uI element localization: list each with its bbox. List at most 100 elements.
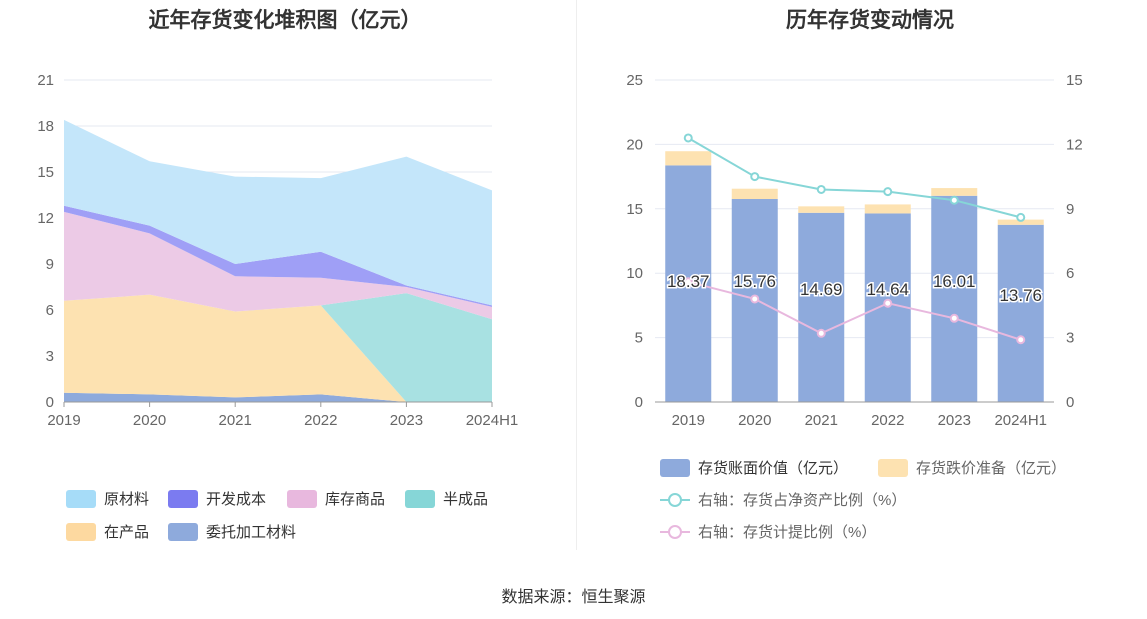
area-series — [64, 119, 492, 306]
line-point — [816, 184, 826, 194]
bar-value-label: 14.64 — [866, 280, 909, 299]
x-tick-label: 2019 — [47, 412, 80, 429]
bar-value-label: 14.69 — [800, 280, 843, 299]
legend-item-provision-ratio[interactable]: 右轴：存货计提比例（%） — [660, 521, 876, 542]
bar-impairment — [731, 188, 778, 200]
y-left-tick-label: 0 — [635, 394, 643, 411]
y-tick-label: 6 — [46, 302, 54, 319]
area-series — [64, 294, 492, 402]
y-left-tick-label: 5 — [635, 330, 643, 347]
line-point — [683, 277, 693, 287]
x-tick-label: 2024H1 — [994, 412, 1047, 429]
x-tick-label: 2021 — [805, 412, 838, 429]
legend-item-book-value[interactable]: 存货账面价值（亿元） — [660, 457, 848, 478]
line-point — [1016, 335, 1026, 345]
legend-item-wip[interactable]: 在产品 — [66, 521, 149, 542]
y-left-tick-label: 25 — [626, 72, 643, 89]
legend-item-ratio-net-assets[interactable]: 右轴：存货占净资产比例（%） — [660, 489, 906, 510]
line-provision-ratio — [687, 280, 1022, 341]
y-tick-label: 0 — [46, 394, 54, 411]
panel-divider — [576, 0, 577, 550]
line-net-asset-ratio — [687, 137, 1022, 219]
legend-line-swatch — [660, 523, 690, 541]
data-source: 数据来源：恒生聚源 — [501, 589, 646, 606]
legend-item-raw-material[interactable]: 原材料 — [66, 488, 149, 509]
bar-book-value — [997, 224, 1044, 402]
x-tick-label: 2019 — [672, 412, 705, 429]
bar-value-label: 15.76 — [733, 272, 776, 291]
bar-value-label: 16.01 — [933, 272, 976, 291]
legend-label: 在产品 — [104, 524, 150, 541]
y-right-tick-label: 12 — [1066, 136, 1083, 153]
legend-label: 开发成本 — [206, 491, 267, 508]
line-point — [883, 298, 893, 308]
bar-impairment — [997, 219, 1044, 225]
x-tick-label: 2023 — [390, 412, 423, 429]
legend-swatch — [405, 489, 435, 508]
line-point — [949, 313, 959, 323]
legend-label: 库存商品 — [325, 491, 386, 508]
bar-impairment — [864, 204, 911, 214]
area-series — [64, 205, 492, 307]
bar-impairment — [931, 188, 978, 196]
y-left-tick-label: 20 — [626, 136, 643, 153]
y-left-tick-label: 15 — [626, 201, 643, 218]
bar-value-label: 18.37 — [667, 272, 710, 291]
y-left-tick-label: 10 — [626, 265, 643, 282]
area-series — [64, 211, 492, 320]
legend-item-goods[interactable]: 库存商品 — [287, 488, 385, 509]
y-right-tick-label: 15 — [1066, 72, 1083, 89]
y-tick-label: 9 — [46, 256, 54, 273]
legend-label: 半成品 — [443, 491, 489, 508]
right-chart-title: 历年存货变动情况 — [786, 9, 954, 32]
x-tick-label: 2023 — [938, 412, 971, 429]
line-point — [949, 195, 959, 205]
legend-label: 存货跌价准备（亿元） — [916, 460, 1067, 477]
line-point — [883, 187, 893, 197]
x-tick-label: 2022 — [871, 412, 904, 429]
y-tick-label: 18 — [37, 118, 54, 135]
legend-swatch — [168, 522, 198, 541]
y-right-tick-label: 9 — [1066, 201, 1074, 218]
x-tick-label: 2020 — [133, 412, 166, 429]
legend-swatch — [66, 522, 96, 541]
y-tick-label: 21 — [37, 72, 54, 89]
bar-value-label: 13.76 — [999, 286, 1042, 305]
x-tick-label: 2024H1 — [466, 412, 519, 429]
legend-item-consigned[interactable]: 委托加工材料 — [168, 521, 296, 542]
left-chart-title: 近年存货变化堆积图（亿元） — [148, 9, 422, 32]
y-tick-label: 12 — [37, 210, 54, 227]
y-right-tick-label: 0 — [1066, 394, 1074, 411]
bar-book-value — [931, 195, 978, 402]
x-tick-label: 2020 — [738, 412, 771, 429]
line-point — [750, 294, 760, 304]
legend-line-swatch — [660, 491, 690, 509]
legend-item-dev-cost[interactable]: 开发成本 — [168, 488, 266, 509]
legend-label: 右轴：存货占净资产比例（%） — [698, 492, 907, 509]
legend-label: 原材料 — [104, 491, 150, 508]
y-tick-label: 3 — [46, 348, 54, 365]
x-tick-label: 2022 — [304, 412, 337, 429]
legend-item-impairment[interactable]: 存货跌价准备（亿元） — [878, 457, 1066, 478]
legend-item-semi-finished[interactable]: 半成品 — [405, 488, 488, 509]
y-right-tick-label: 6 — [1066, 265, 1074, 282]
legend-swatch — [66, 489, 96, 508]
x-tick-label: 2021 — [219, 412, 252, 429]
line-point — [816, 328, 826, 338]
legend-swatch — [287, 489, 317, 508]
legend-label: 存货账面价值（亿元） — [698, 460, 849, 477]
bar-impairment — [798, 206, 845, 213]
legend-swatch — [878, 458, 908, 477]
line-point — [683, 133, 693, 143]
line-point — [1016, 212, 1026, 222]
area-series — [64, 293, 492, 402]
legend-label: 委托加工材料 — [206, 524, 297, 541]
y-right-tick-label: 3 — [1066, 330, 1074, 347]
bar-book-value — [798, 212, 845, 402]
legend-label: 右轴：存货计提比例（%） — [698, 524, 877, 541]
y-tick-label: 15 — [37, 164, 54, 181]
line-point — [750, 172, 760, 182]
area-series — [64, 392, 492, 402]
